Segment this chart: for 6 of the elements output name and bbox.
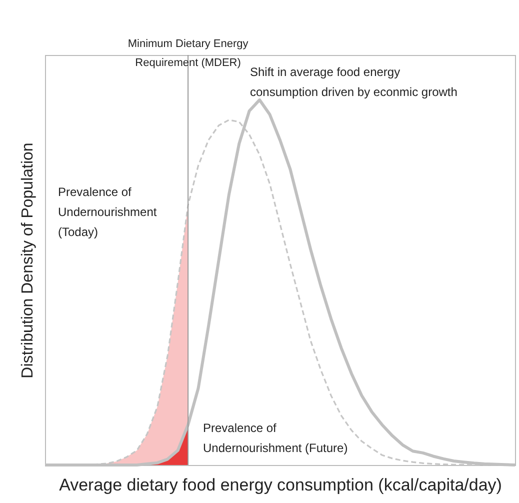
text: Shift in average food energy consumption driven by econmic growth (250, 65, 458, 99)
annotation: Prevalence of Undernourishment (Future) (203, 421, 348, 455)
x-axis-title: Average dietary food energy consumption (kcal/capita/day) (59, 476, 502, 494)
annotation: Prevalence of Undernourishment (Today) (58, 185, 158, 239)
y-axis-title: Distribution Density of Population (20, 142, 36, 378)
text: Minimum Dietary Energy Requirement (MDER) (128, 38, 249, 69)
